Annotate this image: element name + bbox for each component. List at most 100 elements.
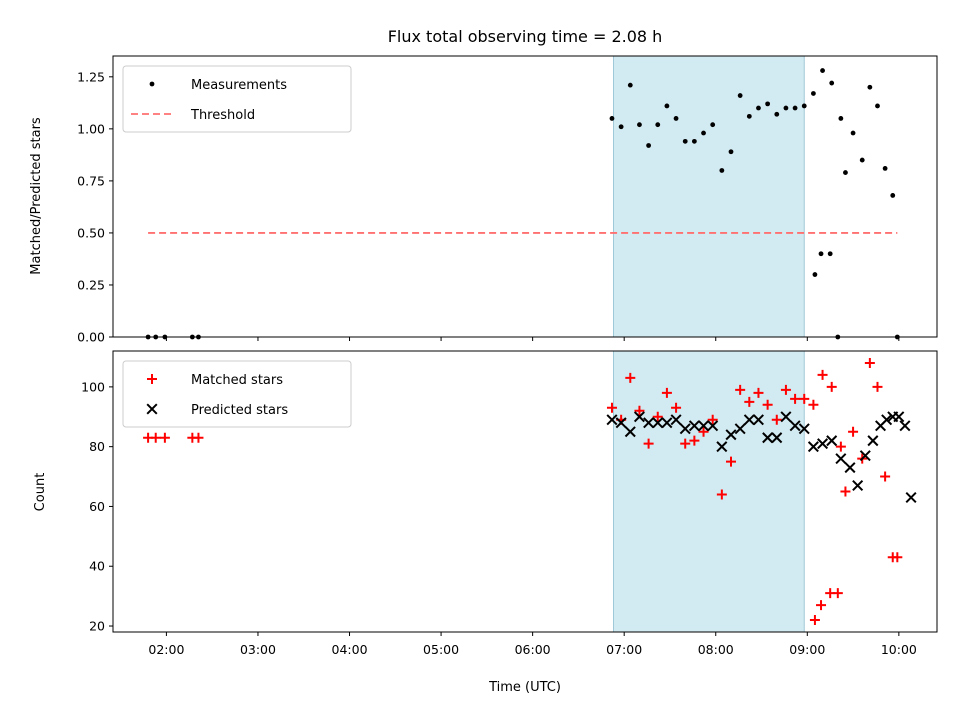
data-point <box>735 384 746 395</box>
data-point <box>817 438 829 450</box>
data-point <box>832 588 843 599</box>
data-point <box>633 411 645 423</box>
data-point <box>689 435 700 446</box>
top-y-axis-label: Matched/Predicted stars <box>29 117 44 275</box>
data-point <box>799 393 810 404</box>
data-point <box>652 411 663 422</box>
legend-box <box>122 360 352 428</box>
highlight-span <box>613 55 805 338</box>
data-point <box>875 103 880 109</box>
data-point <box>848 426 859 437</box>
data-point <box>746 113 752 119</box>
series-measurements <box>145 68 900 340</box>
data-point <box>783 105 789 111</box>
highlight-span <box>613 350 805 633</box>
data-point <box>719 168 725 173</box>
data-point <box>655 122 661 128</box>
data-point <box>150 432 161 443</box>
data-point <box>159 432 170 443</box>
x-tick-label: 02:00 <box>148 642 184 657</box>
data-point <box>756 105 761 111</box>
data-point <box>643 438 654 449</box>
data-point <box>892 552 903 563</box>
data-point <box>818 251 824 257</box>
data-point <box>829 80 835 86</box>
chart-title: Flux total observing time = 2.08 h <box>388 27 663 46</box>
data-point <box>707 420 719 432</box>
x-axis-label: Time (UTC) <box>488 680 561 695</box>
data-point <box>872 381 883 392</box>
data-point <box>807 441 819 453</box>
y-tick-label: 1.00 <box>77 121 105 136</box>
data-point <box>615 417 627 429</box>
data-point <box>673 116 679 121</box>
data-point <box>882 166 888 171</box>
data-point <box>710 122 716 128</box>
data-point <box>826 381 837 392</box>
legend-label: Threshold <box>190 108 255 123</box>
data-point <box>835 453 847 465</box>
data-point <box>765 101 771 107</box>
x-tick-label: 10:00 <box>881 642 917 657</box>
data-point <box>844 462 856 474</box>
axes-frame <box>112 55 938 338</box>
data-point <box>899 420 911 432</box>
data-point <box>798 423 810 435</box>
data-point <box>606 414 618 426</box>
data-point <box>643 417 655 429</box>
legend-label: Measurements <box>191 78 287 93</box>
bottom-panel: 20 40 60 80 100 02:00 03:00 04:00 05:00 06:00 07:0… <box>81 350 938 657</box>
data-point <box>809 615 820 626</box>
data-point <box>661 387 672 398</box>
data-point <box>646 143 651 148</box>
data-point <box>743 414 755 426</box>
data-point <box>698 426 709 437</box>
data-point <box>890 193 896 198</box>
data-point <box>774 111 780 117</box>
data-point <box>850 130 856 136</box>
axes-frame <box>112 350 938 633</box>
data-point <box>627 82 633 88</box>
data-point <box>893 411 905 423</box>
data-point <box>817 369 828 380</box>
data-point <box>789 420 801 432</box>
legend-box <box>122 65 352 133</box>
data-point <box>859 450 871 462</box>
data-point <box>698 420 710 432</box>
data-point <box>728 149 734 155</box>
y-tick-label: 80 <box>89 439 105 454</box>
data-point <box>792 105 798 111</box>
bottom-y-axis-label: Count <box>33 473 48 512</box>
data-point <box>625 372 636 383</box>
data-point <box>780 411 792 423</box>
data-point <box>606 402 617 413</box>
data-point <box>838 116 844 121</box>
data-point <box>816 600 827 611</box>
data-point <box>707 414 718 425</box>
x-tick-label: 04:00 <box>332 642 368 657</box>
data-point <box>840 486 851 497</box>
legend-swatch <box>146 403 158 415</box>
y-tick-label: 20 <box>89 619 105 634</box>
y-tick-label: 0.25 <box>77 277 105 292</box>
y-tick-label: 1.25 <box>77 69 105 84</box>
top-panel: 0.00 0.25 0.50 0.75 1.00 1.25 Measurements Thre… <box>77 55 938 345</box>
data-point <box>880 471 891 482</box>
x-tick-label: 05:00 <box>423 642 459 657</box>
legend-label: Predicted stars <box>191 403 288 418</box>
data-point <box>634 405 645 416</box>
data-point <box>652 417 664 429</box>
data-point <box>193 432 204 443</box>
y-tick-label: 100 <box>81 379 105 394</box>
data-point <box>680 438 691 449</box>
data-point <box>670 414 682 426</box>
data-point <box>835 441 846 452</box>
series-predicted-stars <box>606 411 917 503</box>
legend-swatch <box>149 81 155 87</box>
data-point <box>624 426 636 438</box>
y-tick-label: 0.50 <box>77 225 105 240</box>
data-point <box>762 432 774 444</box>
data-point <box>852 480 864 492</box>
data-point <box>859 157 865 163</box>
